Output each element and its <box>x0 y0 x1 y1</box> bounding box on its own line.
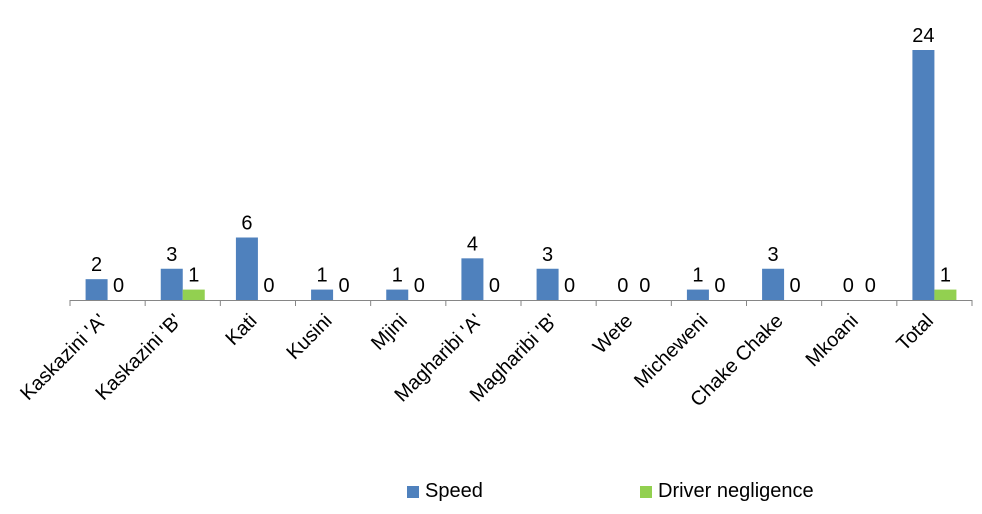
x-tick-label-kati: Kati <box>222 310 262 350</box>
data-label-speed-chake-chake: 3 <box>768 244 779 266</box>
data-label-driver-negligence-wete: 0 <box>639 275 650 297</box>
x-tick-label-wete: Wete <box>589 310 637 358</box>
data-label-speed-kati: 6 <box>241 213 252 235</box>
bar-speed-micheweni <box>687 290 709 300</box>
x-tick-label-total: Total <box>893 310 938 355</box>
bar-driver-negligence-kaskazini-b <box>183 290 205 300</box>
bar-driver-negligence-total <box>934 290 956 300</box>
legend-swatch-speed <box>407 486 419 498</box>
data-label-speed-mkoani: 0 <box>843 275 854 297</box>
legend-swatch-driver-negligence <box>640 486 652 498</box>
x-tick-label-kusini: Kusini <box>283 310 337 364</box>
data-label-speed-micheweni: 1 <box>692 265 703 287</box>
data-label-speed-kaskazini-a: 2 <box>91 254 102 276</box>
bar-speed-kaskazini-b <box>161 269 183 300</box>
data-label-driver-negligence-chake-chake: 0 <box>790 275 801 297</box>
x-tick-label-mkoani: Mkoani <box>802 310 863 371</box>
data-label-driver-negligence-mkoani: 0 <box>865 275 876 297</box>
data-label-speed-magharibi-a: 4 <box>467 233 478 255</box>
data-label-driver-negligence-total: 1 <box>940 265 951 287</box>
legend-label-speed: Speed <box>425 480 483 503</box>
bar-speed-kusini <box>311 290 333 300</box>
data-label-driver-negligence-micheweni: 0 <box>714 275 725 297</box>
x-tick-label-micheweni: Micheweni <box>630 310 712 392</box>
legend-label-driver-negligence: Driver negligence <box>658 480 814 503</box>
bar-speed-chake-chake <box>762 269 784 300</box>
bar-speed-magharibi-a <box>461 258 483 300</box>
legend-item-speed: Speed <box>407 480 483 503</box>
data-label-speed-kusini: 1 <box>317 265 328 287</box>
bar-speed-magharibi-b <box>537 269 559 300</box>
data-label-driver-negligence-kaskazini-a: 0 <box>113 275 124 297</box>
bar-speed-kaskazini-a <box>86 279 108 300</box>
data-label-speed-kaskazini-b: 3 <box>166 244 177 266</box>
data-label-driver-negligence-magharibi-b: 0 <box>564 275 575 297</box>
bar-speed-kati <box>236 238 258 301</box>
data-label-driver-negligence-kusini: 0 <box>339 275 350 297</box>
data-label-driver-negligence-mjini: 0 <box>414 275 425 297</box>
legend-item-driver-negligence: Driver negligence <box>640 480 814 503</box>
data-label-speed-total: 24 <box>912 25 934 47</box>
data-label-speed-mjini: 1 <box>392 265 403 287</box>
data-label-driver-negligence-kati: 0 <box>263 275 274 297</box>
bar-speed-total <box>912 50 934 300</box>
x-tick-label-mjini: Mjini <box>367 310 412 355</box>
data-label-speed-magharibi-b: 3 <box>542 244 553 266</box>
data-label-driver-negligence-kaskazini-b: 1 <box>188 265 199 287</box>
chart-legend: Speed Driver negligence <box>0 480 982 504</box>
data-label-speed-wete: 0 <box>617 275 628 297</box>
data-label-driver-negligence-magharibi-a: 0 <box>489 275 500 297</box>
bar-speed-mjini <box>386 290 408 300</box>
